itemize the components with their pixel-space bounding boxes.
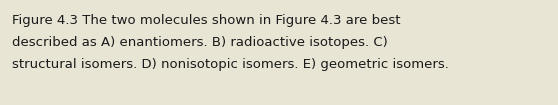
Text: structural isomers. D) nonisotopic isomers. E) geometric isomers.: structural isomers. D) nonisotopic isome… — [12, 58, 449, 71]
Text: described as A) enantiomers. B) radioactive isotopes. C): described as A) enantiomers. B) radioact… — [12, 36, 388, 49]
Text: Figure 4.3 The two molecules shown in Figure 4.3 are best: Figure 4.3 The two molecules shown in Fi… — [12, 14, 401, 27]
